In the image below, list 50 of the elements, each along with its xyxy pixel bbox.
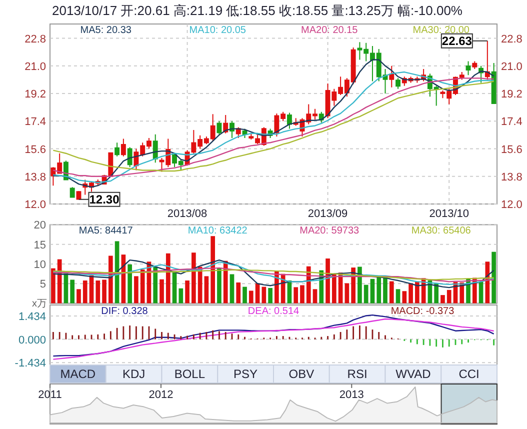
x-tick-label: 2013/08 [167, 208, 208, 220]
y2-tick-label: 22.8 [501, 33, 522, 46]
y2-tick-label: 12.0 [501, 199, 522, 211]
x-tick-label: 2013/10 [429, 208, 469, 220]
text: BOLL [174, 367, 206, 381]
y2-tick-label: 13.8 [501, 171, 522, 184]
text: CCI [458, 367, 480, 381]
y-tick-label: 21.0 [24, 60, 46, 73]
y-tick-label: 5 [40, 278, 46, 291]
y2-tick-label: 17.4 [501, 116, 522, 128]
series-label: DEA: 0.514 [248, 306, 300, 317]
annotation: 12.30 [89, 192, 120, 206]
y2-tick-label: 15.6 [501, 144, 522, 156]
y-tick-label: 22.8 [24, 33, 46, 46]
annotation: 22.63 [442, 34, 472, 48]
text: MACD [60, 367, 96, 381]
y-tick-label: 19.2 [24, 88, 46, 101]
y-tick-label: -1.434 [14, 358, 46, 370]
text: MA30: 20.00 [412, 25, 470, 36]
y-tick-label: 15 [34, 239, 46, 252]
text: KDJ [122, 367, 146, 381]
y-tick-label: 1.434 [18, 310, 46, 323]
y2-tick-label: 19.2 [501, 88, 522, 101]
y-tick-label: 10 [34, 259, 46, 271]
text: MA10: 63422 [188, 226, 248, 237]
y-tick-label: 12.0 [24, 199, 46, 211]
text: WVAD [396, 367, 432, 381]
text: MA10: 20.05 [189, 25, 246, 36]
text: DIF: 0.328 [101, 306, 148, 317]
x-tick-label: 2013/09 [308, 208, 348, 220]
text: MA5: 84417 [78, 226, 134, 237]
y-axis-title: x万 [32, 298, 47, 310]
y-tick-label: 15.6 [24, 144, 46, 156]
y-tick-label: 13.8 [24, 171, 46, 184]
x-tick-label: 2011 [38, 389, 62, 401]
text: MA20: 20.15 [301, 25, 358, 36]
text: MA5: 20.33 [80, 25, 132, 36]
text: OBV [288, 367, 314, 381]
text: PSY [234, 367, 258, 381]
text: MA30: 65406 [411, 226, 472, 237]
text: RSI [347, 367, 368, 381]
y2-tick-label: 21.0 [501, 60, 522, 73]
y-tick-label: 0.000 [18, 334, 46, 346]
series-label: MACD: -0.373 [390, 306, 455, 317]
x-tick-label: 2012 [148, 389, 174, 401]
chart-title: 2013/10/17 开:20.61 高:21.19 低:18.55 收:18.55 量:13.25万 幅:-10.00% [52, 3, 463, 18]
x-tick-label: 2013 [339, 389, 364, 401]
y-tick-label: 20 [34, 220, 46, 232]
text: MA20: 59733 [300, 226, 360, 237]
y-tick-label: 17.4 [24, 116, 46, 128]
